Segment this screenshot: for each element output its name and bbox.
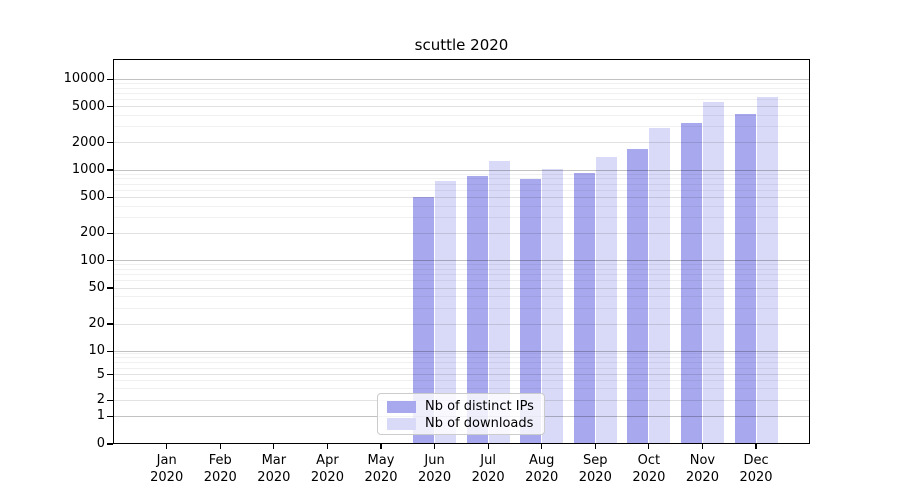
x-tick-mark-nov (701, 444, 704, 449)
y-tick-label-10: 10 (88, 343, 105, 359)
gridline-y-10000 (114, 78, 809, 80)
x-tick-mark-jan (166, 444, 168, 449)
legend-label-downloads: Nb of downloads (425, 416, 534, 431)
y-tick-label-0: 0 (96, 436, 105, 451)
x-tick-label-sep: Sep 2020 (578, 453, 612, 485)
y-tick-mark-5 (107, 374, 113, 376)
x-tick-mark-sep (594, 444, 596, 449)
bar-downloads-dec (756, 96, 778, 443)
y-tick-mark-5000 (107, 106, 113, 108)
y-tick-mark-1000 (107, 169, 113, 171)
y-tick-mark-10000 (107, 78, 113, 80)
legend-label-ips: Nb of distinct IPs (425, 399, 534, 414)
plot-area (113, 59, 810, 444)
bar-downloads-nov (702, 101, 724, 443)
gridline-y-6000 (114, 98, 809, 100)
y-tick-label-20: 20 (88, 316, 105, 332)
bar-ips-dec (734, 114, 756, 443)
legend-entry-ips: Nb of distinct IPs (387, 399, 536, 415)
y-tick-label-5: 5 (96, 366, 105, 382)
gridline-y-9000 (114, 82, 809, 84)
x-tick-mark-aug (541, 444, 543, 449)
y-tick-label-1000: 1000 (71, 162, 105, 177)
x-tick-label-mar: Mar 2020 (257, 453, 291, 485)
y-tick-mark-1 (107, 415, 113, 417)
x-tick-label-may: May 2020 (364, 453, 398, 485)
x-tick-mark-oct (648, 444, 650, 449)
y-tick-mark-10 (107, 350, 113, 352)
y-tick-label-5000: 5000 (71, 98, 105, 114)
y-tick-mark-2000 (107, 142, 113, 144)
x-tick-label-oct: Oct 2020 (632, 453, 666, 485)
y-tick-label-100: 100 (80, 252, 105, 268)
bar-ips-oct (627, 149, 649, 443)
x-tick-label-jul: Jul 2020 (471, 453, 505, 485)
x-tick-label-feb: Feb 2020 (203, 453, 237, 485)
y-tick-mark-2 (107, 399, 113, 401)
bar-ips-aug (520, 179, 542, 443)
legend-swatch-downloads (387, 418, 416, 430)
legend: Nb of distinct IPs Nb of downloads (377, 393, 545, 435)
bar-ips-jul (466, 175, 488, 443)
y-tick-mark-0 (107, 443, 113, 445)
gridline-y-7000 (114, 92, 809, 94)
x-tick-label-jun: Jun 2020 (418, 453, 452, 485)
y-tick-label-50: 50 (88, 280, 105, 295)
chart-title: scuttle 2020 (414, 36, 509, 54)
y-tick-label-1: 1 (96, 408, 105, 424)
bar-downloads-jun (435, 180, 457, 443)
x-tick-label-apr: Apr 2020 (310, 453, 344, 485)
x-tick-mark-jul (487, 444, 489, 449)
bar-downloads-jul (488, 160, 510, 443)
y-tick-label-10000: 10000 (63, 71, 105, 87)
gridline-y-8000 (114, 87, 809, 89)
bar-downloads-oct (649, 128, 671, 443)
x-tick-mark-dec (755, 444, 757, 449)
y-tick-label-200: 200 (80, 225, 105, 241)
y-tick-label-2: 2 (96, 392, 105, 408)
y-tick-label-2000: 2000 (71, 134, 105, 150)
y-tick-label-500: 500 (80, 189, 105, 205)
y-tick-mark-200 (107, 232, 113, 234)
legend-swatch-ips (387, 401, 416, 413)
y-tick-mark-20 (107, 323, 113, 325)
x-tick-label-jan: Jan 2020 (150, 453, 184, 485)
bar-ips-sep (573, 173, 595, 443)
y-tick-mark-100 (107, 260, 113, 262)
x-tick-mark-feb (219, 444, 221, 449)
x-tick-mark-apr (326, 444, 328, 449)
x-tick-label-aug: Aug 2020 (525, 453, 559, 485)
y-tick-mark-500 (107, 196, 113, 198)
x-tick-label-nov: Nov 2020 (685, 453, 719, 485)
y-tick-mark-50 (107, 287, 113, 289)
bar-downloads-sep (595, 157, 617, 443)
bar-ips-nov (680, 123, 702, 443)
x-tick-label-dec: Dec 2020 (739, 453, 773, 485)
x-tick-mark-mar (273, 444, 275, 449)
legend-entry-downloads: Nb of downloads (387, 416, 536, 432)
bar-ips-jun (413, 196, 435, 443)
bar-downloads-aug (542, 168, 564, 443)
x-tick-mark-jun (433, 444, 436, 449)
x-tick-mark-may (380, 444, 382, 449)
